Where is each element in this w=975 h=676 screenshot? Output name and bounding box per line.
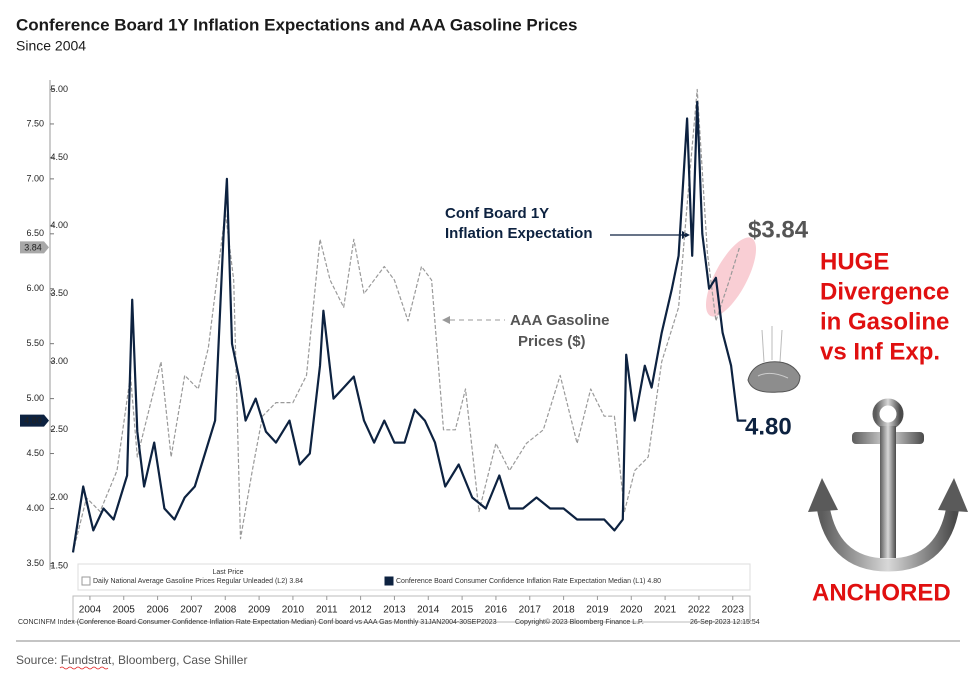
y-tick-label: 4.00: [26, 503, 44, 513]
y2-tick-label: 3.50: [50, 288, 68, 298]
y2-tick-label: 4.00: [50, 220, 68, 230]
last-value-tag: [20, 241, 49, 254]
legend-swatch: [81, 576, 91, 586]
annotation: in Gasoline: [820, 308, 949, 335]
legend-label: Daily National Average Gasoline Prices R…: [93, 578, 303, 585]
y-tick-label: 5.50: [26, 338, 44, 348]
footer-text: 26-Sep-2023 12:15:54: [690, 619, 760, 626]
annotation: Prices ($): [518, 333, 586, 350]
last-value-label: 4.80: [24, 415, 42, 425]
x-axis-frame: [72, 595, 751, 623]
y-tick-label: 7.00: [26, 173, 44, 183]
x-tick-label: 2013: [383, 605, 406, 616]
annotation: 4.80: [745, 413, 792, 440]
y2-tick-label: 2.00: [50, 492, 68, 502]
annotation: AAA Gasoline: [510, 312, 609, 329]
arrowhead: [442, 316, 450, 324]
y2-tick-label: 3.00: [50, 356, 68, 366]
y2-tick-label: 1.50: [50, 560, 68, 570]
rock-icon: [747, 326, 801, 393]
x-tick-label: 2021: [654, 605, 677, 616]
x-tick-label: 2004: [79, 605, 102, 616]
chart-subtitle: Since 2004: [16, 38, 86, 54]
footer-text: Copyright© 2023 Bloomberg Finance L.P.: [515, 618, 644, 626]
x-tick-label: 2020: [620, 605, 643, 616]
x-tick-label: 2022: [688, 605, 711, 616]
annotation: vs Inf Exp.: [820, 338, 940, 365]
x-tick-label: 2008: [214, 605, 237, 616]
x-tick-label: 2014: [417, 605, 440, 616]
last-value-label: 3.84: [24, 242, 42, 252]
annotation: HUGE: [820, 248, 889, 275]
annotation: Divergence: [820, 278, 949, 305]
x-tick-label: 2018: [552, 605, 575, 616]
y-tick-label: 5.00: [26, 393, 44, 403]
x-tick-label: 2023: [722, 605, 745, 616]
x-tick-label: 2009: [248, 605, 271, 616]
annotation: Conf Board 1Y: [445, 205, 549, 222]
legend-title: Last Price: [212, 569, 243, 576]
x-tick-label: 2007: [180, 605, 203, 616]
legend-label: Conference Board Consumer Confidence Inf…: [396, 578, 661, 585]
x-tick-label: 2016: [485, 605, 508, 616]
y2-tick-label: 4.50: [50, 152, 68, 162]
y2-tick-label: 5.00: [50, 84, 68, 94]
x-tick-label: 2019: [586, 605, 609, 616]
y-tick-label: 4.50: [26, 448, 44, 458]
x-tick-label: 2006: [146, 605, 169, 616]
legend: [77, 563, 751, 591]
y-tick-label: 3.50: [26, 558, 44, 568]
x-tick-label: 2010: [282, 605, 305, 616]
annotation: ANCHORED: [812, 579, 951, 606]
last-value-tag: [20, 414, 49, 427]
annotation: Inflation Expectation: [445, 225, 593, 242]
y2-tick-label: 2.50: [50, 424, 68, 434]
series-line: [72, 88, 741, 553]
y-tick-label: 7.50: [26, 118, 44, 128]
y-tick-label: 6.50: [26, 228, 44, 238]
legend-swatch: [384, 576, 394, 586]
footer-text: CONCINFM Index (Conference Board Consume…: [18, 619, 497, 626]
x-tick-label: 2017: [519, 605, 542, 616]
chart-title: Conference Board 1Y Inflation Expectatio…: [16, 15, 577, 34]
y-tick-label: 6.00: [26, 283, 44, 293]
annotation: $3.84: [748, 216, 809, 243]
x-tick-label: 2005: [113, 605, 136, 616]
arrowhead: [682, 231, 690, 239]
x-tick-label: 2011: [316, 605, 338, 616]
x-tick-label: 2012: [349, 605, 372, 616]
source: Source: Fundstrat, Bloomberg, Case Shill…: [16, 653, 247, 667]
series-line: [71, 100, 747, 553]
spell-underline: [59, 666, 109, 670]
anchor-icon: [808, 398, 968, 572]
x-tick-label: 2015: [451, 605, 474, 616]
